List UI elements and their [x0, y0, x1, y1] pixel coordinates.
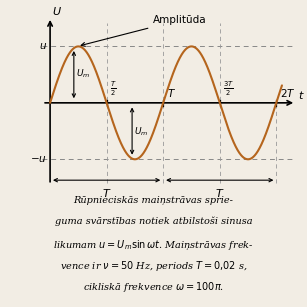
Text: $t$: $t$ — [298, 89, 305, 101]
Text: $U$: $U$ — [52, 5, 62, 17]
Text: Rūpnieciskās maiņstrāvas sprie-: Rūpnieciskās maiņstrāvas sprie- — [74, 196, 233, 205]
Text: $u$: $u$ — [39, 41, 47, 51]
Text: $\frac{3T}{2}$: $\frac{3T}{2}$ — [223, 80, 234, 98]
Text: likumam $u = U_m\mathrm{sin}\,\omega t$. Maiņstrāvas frek-: likumam $u = U_m\mathrm{sin}\,\omega t$.… — [53, 238, 254, 252]
Text: $T$: $T$ — [215, 187, 224, 199]
Text: $T$: $T$ — [167, 87, 176, 99]
Text: vence ir $\nu = 50$ Hz, periods $T = 0{,}02$ s,: vence ir $\nu = 50$ Hz, periods $T = 0{,… — [60, 258, 247, 273]
Text: $2T$: $2T$ — [280, 87, 295, 99]
Text: $U_m$: $U_m$ — [134, 126, 148, 138]
Text: $-u$: $-u$ — [30, 154, 47, 164]
Text: $\frac{T}{2}$: $\frac{T}{2}$ — [110, 80, 117, 98]
Text: $T$: $T$ — [102, 187, 111, 199]
Text: $U_m$: $U_m$ — [76, 67, 90, 80]
Text: Amplitūda: Amplitūda — [81, 15, 207, 46]
Text: guma svārstības notiek atbilstoši sinusa: guma svārstības notiek atbilstoši sinusa — [55, 217, 252, 226]
Text: cikliskā frekvence $\omega = 100\pi$.: cikliskā frekvence $\omega = 100\pi$. — [83, 280, 224, 293]
